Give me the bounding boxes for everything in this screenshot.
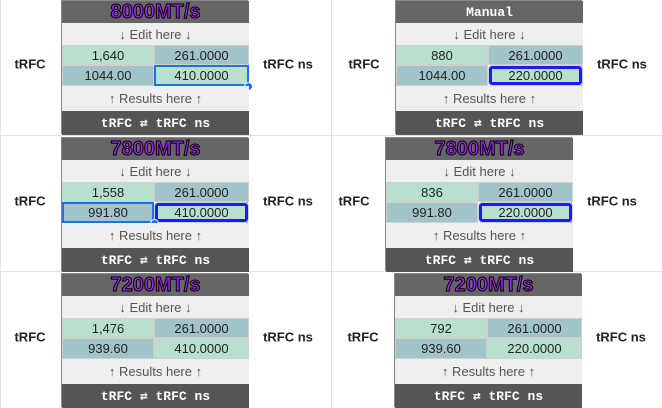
results-hint: ↑ Results here ↑ (395, 359, 582, 384)
cell-block: 8000MT/s ↓ Edit here ↓ 1,640 261.0000 1044.0… (61, 0, 253, 135)
result-cell: 991.80 (386, 202, 478, 223)
cell-block: 7200MT/s ↓ Edit here ↓ 1,476 261.0000 939.60… (61, 273, 249, 408)
cell-block: 7800MT/s ↓ Edit here ↓ 1,558 261.0000 991.80… (61, 137, 249, 272)
footer: tRFC ⇄ tRFC ns (395, 384, 582, 408)
value-cell: 261.0000 (487, 318, 582, 338)
value-cell: 792 (395, 318, 487, 338)
row-label: tRFC (14, 56, 46, 72)
cell-block: 7200MT/s ↓ Edit here ↓ 792 261.0000 939.60 22… (394, 273, 582, 408)
result-cell: 220.0000 (478, 202, 573, 223)
value-cell: 261.0000 (154, 45, 249, 65)
value-cell: 261.0000 (478, 182, 573, 202)
row-label: tRFC (348, 56, 380, 72)
row-label: tRFC (14, 193, 46, 209)
result-cell: 1044.00 (396, 65, 488, 86)
grid-line (0, 0, 1, 408)
edit-hint: ↓ Edit here ↓ (386, 160, 573, 182)
value-cell: 1,558 (62, 182, 154, 202)
value-cell: 836 (386, 182, 478, 202)
edit-hint: ↓ Edit here ↓ (62, 160, 249, 182)
result-cell: 410.0000 (154, 202, 249, 223)
row-label: tRFC ns (263, 193, 313, 209)
value-cell: 261.0000 (154, 318, 249, 338)
value-cell: 880 (396, 45, 488, 65)
cell-block: 7800MT/s ↓ Edit here ↓ 836 261.0000 991.80 22… (385, 137, 573, 272)
header: 8000MT/s (62, 0, 249, 23)
row-label: tRFC ns (263, 329, 313, 345)
footer: tRFC ⇄ tRFC ns (386, 248, 573, 272)
row-label: tRFC ns (596, 329, 646, 345)
result-cell: 410.0000 (154, 65, 249, 86)
row-label: tRFC (347, 329, 379, 345)
cell-block: Manual ↓ Edit here ↓ 880 261.0000 1044.00 220… (395, 0, 583, 135)
edit-hint: ↓ Edit here ↓ (62, 296, 249, 318)
value-cell: 261.0000 (154, 182, 249, 202)
row-label: tRFC (14, 329, 46, 345)
result-cell: 939.60 (395, 338, 487, 359)
edit-hint: ↓ Edit here ↓ (396, 23, 583, 45)
header: 7800MT/s (62, 137, 249, 160)
results-hint: ↑ Results here ↑ (62, 359, 249, 384)
header: Manual (396, 1, 583, 23)
value-cell: 1,640 (62, 45, 154, 65)
edit-hint: ↓ Edit here ↓ (62, 23, 249, 45)
results-hint: ↑ Results here ↑ (62, 86, 249, 111)
row-label: tRFC ns (597, 56, 647, 72)
value-cell: 1,476 (62, 318, 154, 338)
header: 7800MT/s (386, 137, 573, 160)
header: 7200MT/s (395, 273, 582, 296)
footer: tRFC ⇄ tRFC ns (62, 111, 249, 135)
edit-hint: ↓ Edit here ↓ (395, 296, 582, 318)
footer: tRFC ⇄ tRFC ns (396, 111, 583, 135)
result-cell: 1044.00 (62, 65, 154, 86)
result-cell: 991.80 (62, 202, 154, 223)
row-label: tRFC (338, 193, 370, 209)
result-cell: 220.0000 (487, 338, 582, 359)
results-hint: ↑ Results here ↑ (386, 223, 573, 248)
row-label: tRFC ns (263, 56, 313, 72)
result-cell: 220.0000 (488, 65, 583, 86)
row-label: tRFC ns (587, 193, 637, 209)
result-cell: 410.0000 (154, 338, 249, 359)
header: 7200MT/s (62, 273, 249, 296)
result-cell: 939.60 (62, 338, 154, 359)
footer: tRFC ⇄ tRFC ns (62, 384, 249, 408)
footer: tRFC ⇄ tRFC ns (62, 248, 249, 272)
results-hint: ↑ Results here ↑ (396, 86, 583, 111)
value-cell: 261.0000 (488, 45, 583, 65)
grid-line (331, 0, 332, 408)
results-hint: ↑ Results here ↑ (62, 223, 249, 248)
